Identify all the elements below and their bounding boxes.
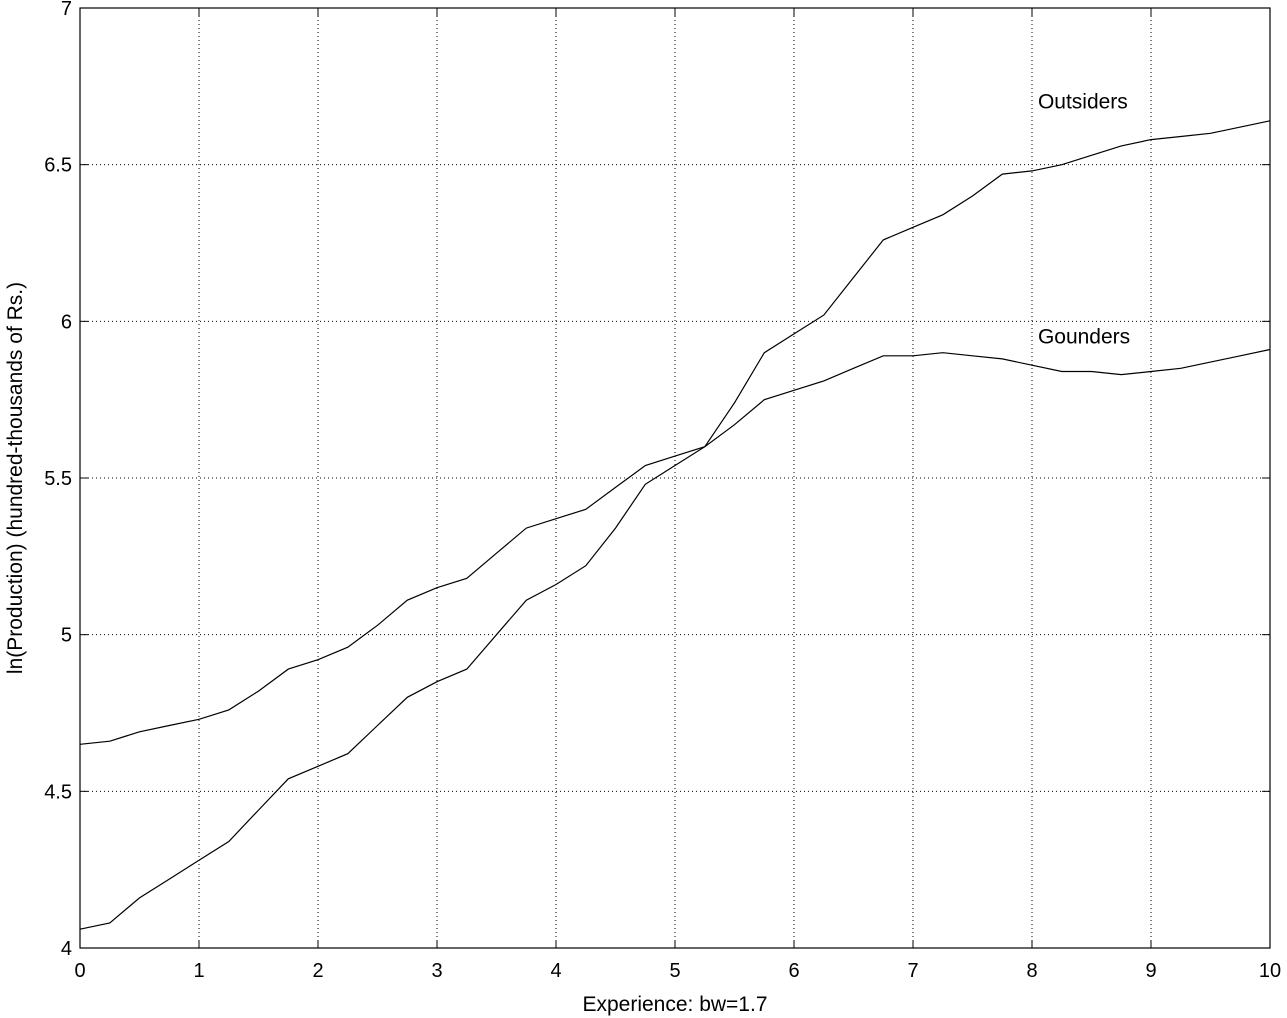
x-tick-label: 6: [788, 960, 799, 982]
y-tick-label: 5.5: [44, 468, 72, 490]
y-tick-label: 6: [61, 311, 72, 333]
axis-ticks: 0 1 2 3 4 5 6 7 8 9 10 4 4.5 5 5.5 6 6.5 7: [44, 0, 1281, 982]
grid: [80, 8, 1270, 948]
series-label-gounders: Gounders: [1038, 325, 1130, 348]
y-tick-label: 4.5: [44, 781, 72, 803]
series-labels: Outsiders Gounders: [1038, 90, 1130, 348]
x-tick-label: 8: [1026, 960, 1037, 982]
x-tick-label: 3: [431, 960, 442, 982]
x-tick-label: 10: [1259, 960, 1281, 982]
y-tick-label: 4: [61, 938, 72, 960]
x-tick-label: 4: [550, 960, 561, 982]
y-tick-label: 6.5: [44, 155, 72, 177]
x-tick-label: 1: [193, 960, 204, 982]
x-tick-label: 2: [312, 960, 323, 982]
series-line-outsiders: [79, 120, 1271, 930]
series-label-outsiders: Outsiders: [1038, 90, 1128, 113]
y-tick-label: 7: [61, 0, 72, 20]
series-line-gounders: [79, 348, 1271, 745]
x-tick-label: 9: [1145, 960, 1156, 982]
x-tick-label: 5: [669, 960, 680, 982]
x-axis-label: Experience: bw=1.7: [582, 993, 767, 1016]
y-axis-label: ln(Production) (hundred-thousands of Rs.…: [4, 282, 27, 674]
x-tick-label: 7: [907, 960, 918, 982]
x-tick-label: 0: [74, 960, 85, 982]
y-tick-label: 5: [61, 625, 72, 647]
series-lines: [79, 120, 1271, 930]
